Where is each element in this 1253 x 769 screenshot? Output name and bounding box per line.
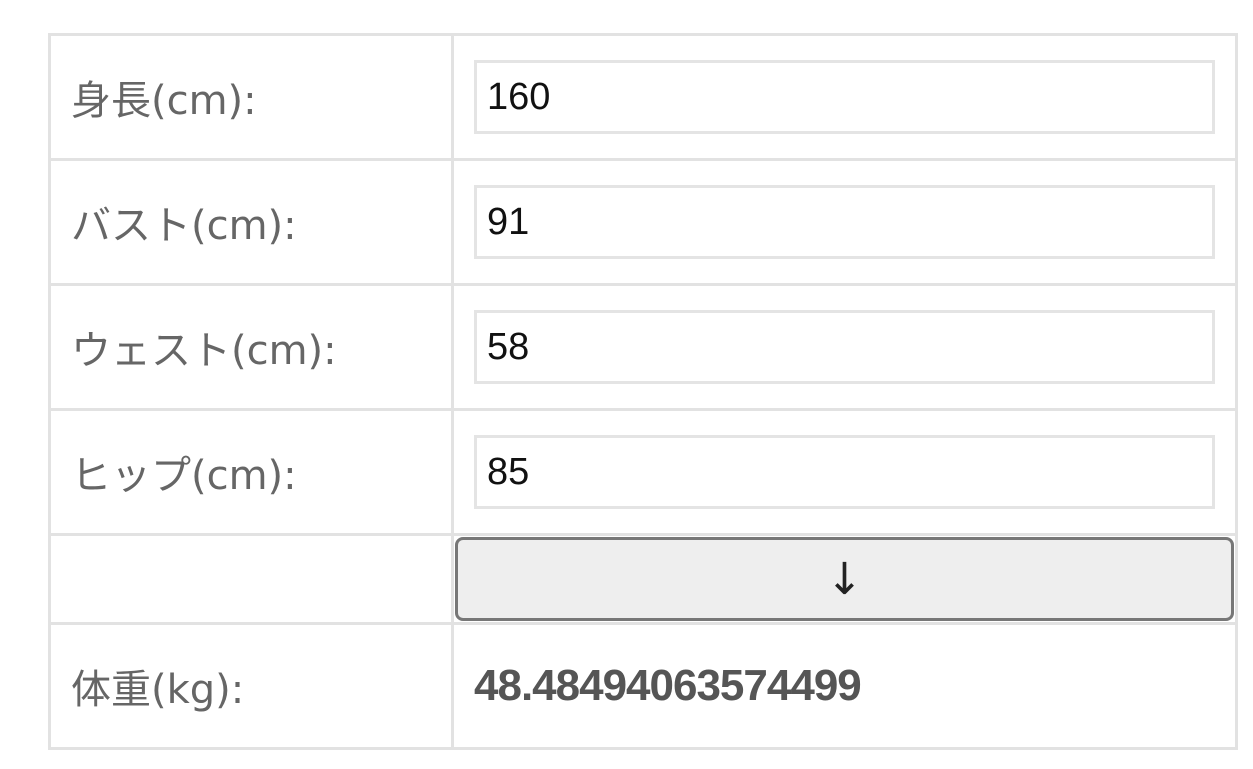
- bust-input[interactable]: [474, 185, 1215, 259]
- waist-input[interactable]: [474, 310, 1215, 384]
- empty-cell: [48, 533, 454, 625]
- calculate-button[interactable]: ↓: [455, 537, 1234, 621]
- weight-row: 体重(kg): 48.48494063574499: [48, 622, 1238, 750]
- bust-row: バスト(cm):: [48, 158, 1238, 286]
- waist-label: ウェスト(cm):: [48, 283, 454, 411]
- hip-row: ヒップ(cm):: [48, 408, 1238, 536]
- hip-label: ヒップ(cm):: [48, 408, 454, 536]
- height-row: 身長(cm):: [48, 33, 1238, 161]
- button-row: ↓: [48, 533, 1238, 625]
- weight-result: 48.48494063574499: [451, 622, 1238, 750]
- hip-input[interactable]: [474, 435, 1215, 509]
- height-label: 身長(cm):: [48, 33, 454, 161]
- weight-label: 体重(kg):: [48, 622, 454, 750]
- height-input[interactable]: [474, 60, 1215, 134]
- arrow-down-icon: ↓: [826, 553, 863, 605]
- waist-row: ウェスト(cm):: [48, 283, 1238, 411]
- bust-label: バスト(cm):: [48, 158, 454, 286]
- weight-calculator-form: 身長(cm): バスト(cm): ウェスト(cm): ヒップ(cm): ↓ 体重…: [48, 33, 1238, 750]
